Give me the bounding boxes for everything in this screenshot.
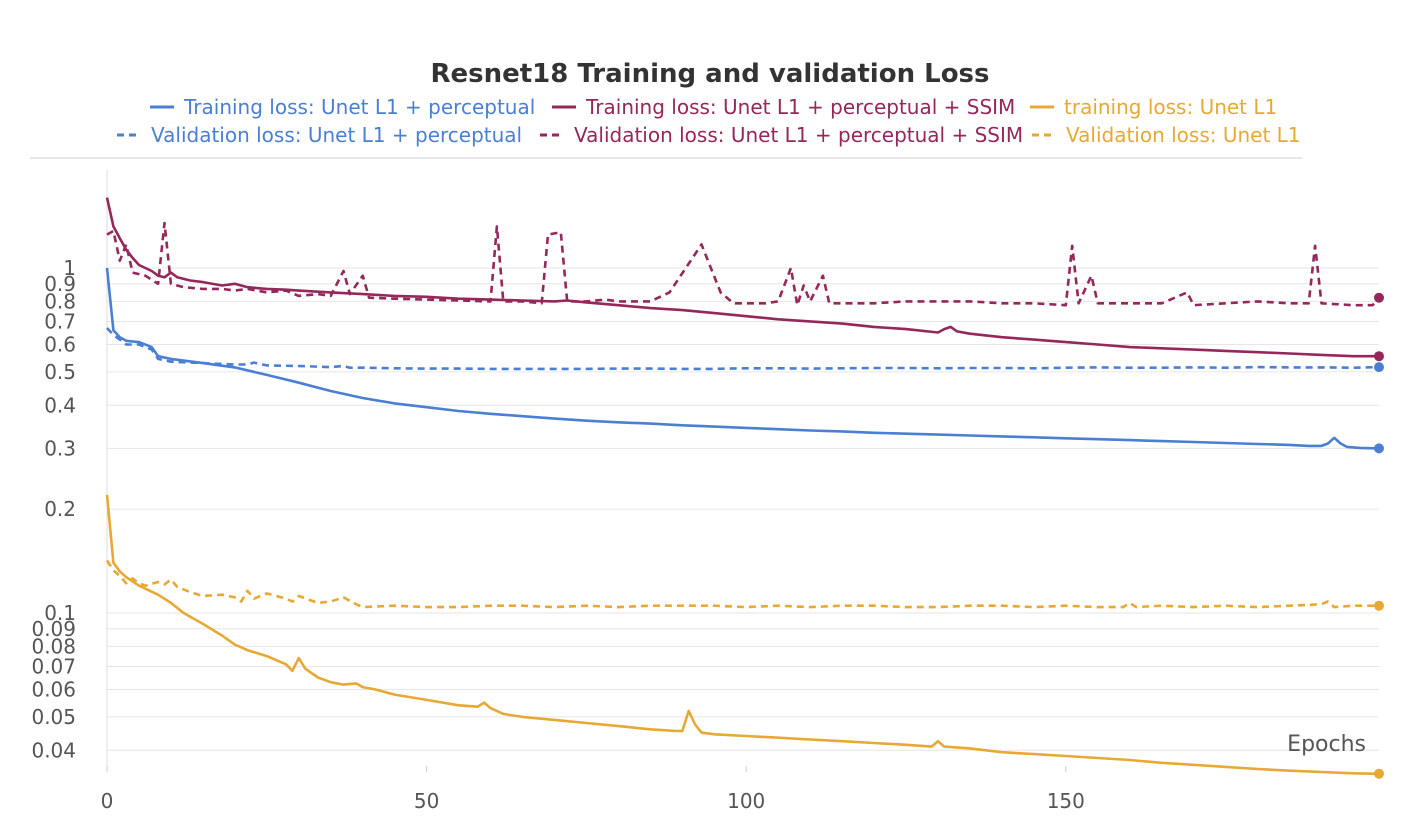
y-axis: 10.90.80.70.6 0.5 0.4 0.3 0.2 0.10.090.080.07…: [31, 256, 76, 762]
series-line-5: [105, 559, 1379, 609]
end-markers: [1374, 292, 1384, 779]
y-tick-label-15: 0.04: [31, 738, 76, 762]
grid: [106, 170, 1379, 766]
series-end-marker-0: [1374, 443, 1384, 454]
legend-label-1: Training loss: Unet L1 + perceptual + SS…: [585, 95, 1015, 119]
legend-label-3: Validation loss: Unet L1 + perceptual: [151, 123, 522, 147]
y-tick-label-3: 0.7: [44, 309, 76, 333]
y-tick-label-0: 1: [63, 256, 76, 280]
y-tick-label-13: 0.06: [31, 678, 76, 702]
series-end-marker-4: [1374, 292, 1384, 303]
series-end-marker-3: [1374, 362, 1384, 373]
x-tick-label-2: 100: [727, 789, 765, 813]
y-tick-label-6: 0.4: [44, 393, 76, 417]
legend: Training loss: Unet L1 + perceptual Train…: [117, 95, 1301, 147]
series-end-marker-1: [1374, 351, 1384, 362]
series-line-0: [105, 267, 1380, 450]
x-tick-label-3: 150: [1047, 789, 1085, 813]
y-tick-label-10: 0.09: [31, 617, 76, 641]
x-tick-label-1: 50: [414, 789, 439, 813]
x-axis-label: Epochs: [1287, 732, 1366, 757]
x-tick-label-0: 0: [101, 789, 114, 813]
legend-label-2: training loss: Unet L1: [1064, 95, 1277, 119]
series-line-3: [106, 327, 1380, 371]
y-tick-label-1: 0.9: [44, 272, 76, 296]
legend-label-4: Validation loss: Unet L1 + perceptual + …: [574, 123, 1023, 147]
y-tick-label-8: 0.2: [44, 497, 76, 521]
legend-label-0: Training loss: Unet L1 + perceptual: [183, 95, 535, 119]
y-tick-label-11: 0.08: [31, 634, 76, 658]
y-tick-label-2: 0.8: [44, 289, 76, 313]
series-end-marker-2: [1374, 768, 1384, 779]
legend-label-5: Validation loss: Unet L1: [1066, 123, 1301, 147]
series-line-2: [105, 494, 1380, 776]
y-tick-label-12: 0.07: [31, 654, 76, 678]
y-tick-label-9: 0.1: [44, 601, 76, 625]
x-axis: 0 50 100 150: [101, 766, 1085, 813]
y-tick-label-7: 0.3: [44, 436, 76, 460]
chart-title: Resnet18 Training and validation Loss: [430, 59, 989, 89]
y-tick-label-5: 0.5: [44, 360, 76, 384]
y-tick-label-4: 0.6: [44, 333, 76, 357]
plot-area: [105, 197, 1380, 776]
series-line-1: [105, 197, 1379, 358]
y-tick-label-14: 0.05: [31, 705, 76, 729]
series-end-marker-5: [1374, 600, 1384, 611]
series-line-4: [106, 221, 1380, 307]
